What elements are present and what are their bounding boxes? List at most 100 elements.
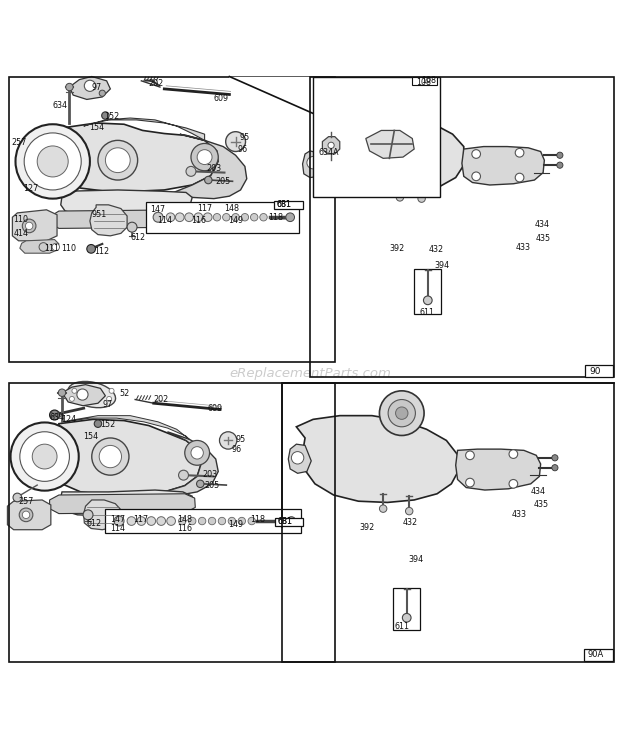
Text: 257: 257 xyxy=(19,496,34,506)
Circle shape xyxy=(32,444,57,469)
Text: 95: 95 xyxy=(240,134,250,142)
Circle shape xyxy=(208,517,216,525)
Circle shape xyxy=(191,447,203,459)
Text: 634: 634 xyxy=(53,101,68,110)
Circle shape xyxy=(228,517,236,525)
Text: 257: 257 xyxy=(11,138,27,148)
Polygon shape xyxy=(366,131,414,158)
Polygon shape xyxy=(174,134,247,199)
Text: 681: 681 xyxy=(277,200,291,209)
Polygon shape xyxy=(50,419,202,495)
Circle shape xyxy=(87,245,95,253)
Circle shape xyxy=(219,432,237,449)
Text: 609: 609 xyxy=(214,93,229,102)
Circle shape xyxy=(402,614,411,622)
Text: 114: 114 xyxy=(157,217,172,226)
Text: 435: 435 xyxy=(533,500,548,510)
Circle shape xyxy=(98,140,138,180)
Polygon shape xyxy=(296,416,459,502)
Text: 110: 110 xyxy=(61,243,76,253)
Text: 612: 612 xyxy=(87,519,102,528)
Circle shape xyxy=(11,422,79,490)
Ellipse shape xyxy=(81,389,102,401)
Text: 394: 394 xyxy=(408,555,423,564)
Circle shape xyxy=(557,152,563,158)
Polygon shape xyxy=(62,416,189,439)
Circle shape xyxy=(24,133,81,190)
Circle shape xyxy=(84,80,95,91)
Text: 612: 612 xyxy=(130,232,145,242)
Circle shape xyxy=(396,407,408,419)
Circle shape xyxy=(77,389,88,400)
Circle shape xyxy=(50,410,60,420)
Circle shape xyxy=(109,388,114,393)
Polygon shape xyxy=(146,203,299,234)
Circle shape xyxy=(405,508,413,515)
Circle shape xyxy=(552,455,558,461)
Circle shape xyxy=(386,92,433,139)
Text: 392: 392 xyxy=(360,523,375,532)
Text: 433: 433 xyxy=(512,510,527,519)
Circle shape xyxy=(16,124,90,199)
Polygon shape xyxy=(317,118,464,192)
Polygon shape xyxy=(60,490,192,516)
Text: 434: 434 xyxy=(531,487,546,496)
Polygon shape xyxy=(62,384,105,406)
Text: 90A: 90A xyxy=(587,651,603,660)
Polygon shape xyxy=(84,500,122,530)
Text: 96: 96 xyxy=(232,445,242,454)
Polygon shape xyxy=(462,147,544,185)
Circle shape xyxy=(205,177,212,184)
Text: 205: 205 xyxy=(215,177,231,186)
Text: 611: 611 xyxy=(419,308,434,318)
Text: 951: 951 xyxy=(92,210,107,219)
Circle shape xyxy=(147,516,156,525)
Circle shape xyxy=(94,420,102,427)
Text: 148: 148 xyxy=(224,204,239,213)
Text: 108: 108 xyxy=(422,76,436,85)
Circle shape xyxy=(218,517,226,525)
Circle shape xyxy=(105,148,130,173)
Text: 148: 148 xyxy=(177,515,192,525)
Circle shape xyxy=(250,214,258,221)
Circle shape xyxy=(99,90,105,96)
Circle shape xyxy=(191,143,218,171)
Circle shape xyxy=(166,213,175,222)
Text: 112: 112 xyxy=(94,248,109,257)
Text: 152: 152 xyxy=(104,112,120,121)
Text: 97: 97 xyxy=(103,400,113,409)
Circle shape xyxy=(37,146,68,177)
Text: 634A: 634A xyxy=(319,148,339,157)
Circle shape xyxy=(286,213,294,222)
Circle shape xyxy=(22,511,30,519)
Text: 681: 681 xyxy=(278,517,293,526)
Circle shape xyxy=(19,508,33,522)
Text: 433: 433 xyxy=(516,243,531,252)
Text: 118: 118 xyxy=(268,213,283,222)
Polygon shape xyxy=(303,151,322,177)
Text: 149: 149 xyxy=(228,217,243,226)
Circle shape xyxy=(197,480,204,487)
Text: 95: 95 xyxy=(236,435,246,444)
Text: eReplacementParts.com: eReplacementParts.com xyxy=(229,367,391,380)
Polygon shape xyxy=(584,649,613,661)
Circle shape xyxy=(167,516,175,525)
Text: 609: 609 xyxy=(208,404,223,413)
Text: 154: 154 xyxy=(89,123,104,133)
Text: 116: 116 xyxy=(191,217,206,226)
Circle shape xyxy=(466,479,474,487)
Text: 52: 52 xyxy=(119,390,130,398)
Polygon shape xyxy=(84,118,205,140)
Circle shape xyxy=(509,450,518,459)
Circle shape xyxy=(69,396,74,401)
Polygon shape xyxy=(393,588,420,630)
Circle shape xyxy=(179,470,188,480)
Circle shape xyxy=(394,100,425,131)
Text: 110: 110 xyxy=(14,214,29,223)
Text: 152: 152 xyxy=(100,420,116,429)
Text: 611: 611 xyxy=(394,622,409,631)
Circle shape xyxy=(39,243,48,252)
Circle shape xyxy=(396,194,404,201)
Circle shape xyxy=(198,517,206,525)
Text: 116: 116 xyxy=(177,524,192,533)
